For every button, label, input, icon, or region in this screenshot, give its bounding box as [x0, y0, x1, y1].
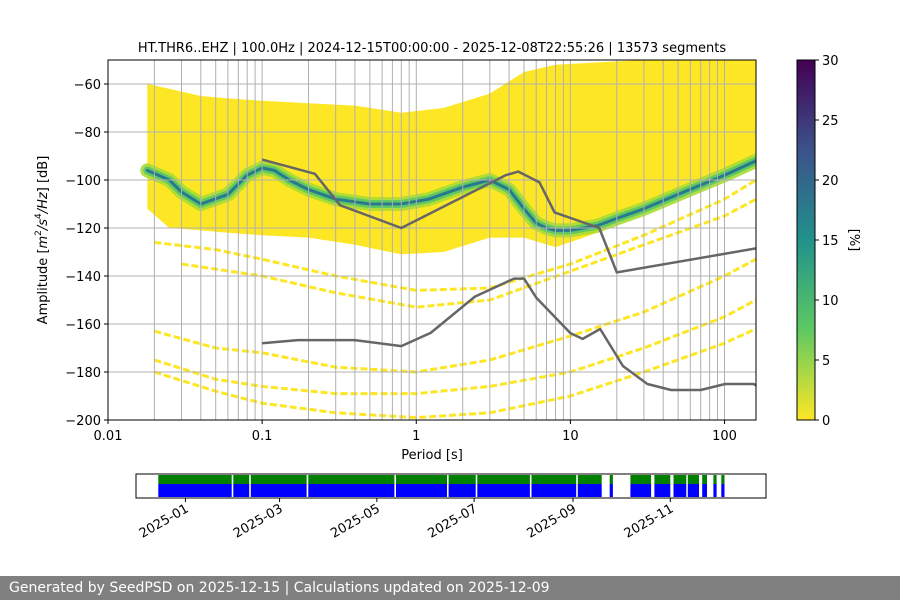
timeline-psd-bar [158, 475, 232, 484]
timeline-psd-bar [702, 475, 707, 484]
colorbar-tick-label: 25 [822, 114, 839, 129]
nhnm-curve [261, 158, 756, 274]
probability-band [154, 178, 756, 292]
timeline-psd-bar [713, 475, 717, 484]
timeline-psd-bar [673, 475, 687, 484]
timeline-data-bar [654, 484, 671, 497]
timeline-psd-bar [609, 475, 613, 484]
timeline-tick-label: 2025-09 [524, 501, 579, 541]
timeline-psd-bar [250, 475, 307, 484]
colorbar-tick-label: 5 [822, 354, 830, 369]
psd-distribution-area [147, 60, 756, 255]
plot-area: 0.01 0.1 1 10 100 −60 −80 −100 −120 −140 −160 −180… [34, 59, 757, 463]
probability-band [154, 257, 756, 374]
nlnm-curve [261, 277, 756, 392]
chart-title: HT.THR6..EHZ | 100.0Hz | 2024-12-15T00:0… [138, 41, 726, 56]
y-tick-label: −200 [65, 414, 101, 429]
timeline-data-bar [531, 484, 577, 497]
timeline-tick-label: 2025-11 [622, 501, 677, 541]
timeline-data-bar [396, 484, 447, 497]
timeline-psd-bar [448, 475, 476, 484]
footer: Generated by SeedPSD on 2025-12-15 | Cal… [0, 576, 900, 600]
timeline-psd-bar [654, 475, 671, 484]
y-tick-label: −180 [65, 366, 101, 381]
timeline-axis: 2025-01 2025-03 2025-05 2025-07 2025-09 2025-… [137, 498, 676, 542]
timeline-psd-bar [630, 475, 652, 484]
timeline-data-bar [702, 484, 707, 497]
timeline-data-bar [477, 484, 530, 497]
colorbar-tick-label: 0 [822, 414, 830, 429]
timeline-data-bar [233, 484, 250, 497]
timeline-data-bar [158, 484, 232, 497]
x-tick-label: 1 [412, 429, 420, 444]
grid [108, 60, 756, 420]
colorbar-tick-label: 15 [822, 234, 839, 249]
timeline-data-bar [448, 484, 476, 497]
x-tick-label: 100 [712, 429, 737, 444]
timeline-data-bar [687, 484, 699, 497]
timeline-psd-bar [531, 475, 577, 484]
colorbar-tick-label: 30 [822, 54, 839, 69]
x-tick-label: 0.1 [252, 429, 273, 444]
mode-curve [140, 153, 756, 238]
timeline-psd-bar [687, 475, 699, 484]
x-axis: 0.01 0.1 1 10 100 [94, 420, 737, 444]
y-axis-label: Amplitude [m2/s4/Hz] [dB] [34, 156, 51, 325]
colorbar-gradient [796, 59, 816, 421]
y-tick-label: −100 [65, 174, 101, 189]
timeline-tick-label: 2025-07 [426, 501, 481, 541]
y-tick-label: −160 [65, 318, 101, 333]
y-tick-label: −140 [65, 270, 101, 285]
colorbar-tick-label: 10 [822, 294, 839, 309]
timeline-data-bar [250, 484, 307, 497]
timeline-psd-bar [577, 475, 602, 484]
colorbar-label: [%] [846, 229, 861, 252]
timeline-tick-label: 2025-05 [328, 501, 383, 541]
timeline-data-bar [630, 484, 652, 497]
timeline-tick-label: 2025-03 [231, 501, 286, 541]
timeline-psd-bar [721, 475, 725, 484]
x-tick-label: 0.01 [94, 429, 123, 444]
plot-frame [107, 59, 757, 421]
timeline-data-bar [577, 484, 602, 497]
timeline-data-bar [673, 484, 687, 497]
timeline-bars [158, 475, 725, 497]
mode-band-core [145, 159, 756, 232]
timeline-psd-bar [396, 475, 447, 484]
timeline-data-bar [721, 484, 725, 497]
y-tick-label: −120 [65, 222, 101, 237]
y-tick-label: −60 [74, 78, 101, 93]
timeline-psd-bar [233, 475, 250, 484]
probability-band [153, 327, 756, 420]
probability-band [153, 298, 756, 396]
x-tick-label: 10 [562, 429, 579, 444]
timeline-tick-label: 2025-01 [137, 501, 192, 541]
y-tick-label: −80 [74, 126, 101, 141]
timeline-data-bar [713, 484, 717, 497]
timeline-data-bar [308, 484, 395, 497]
x-axis-label: Period [s] [401, 448, 463, 463]
timeline-psd-bar [308, 475, 395, 484]
y-axis: −60 −80 −100 −120 −140 −160 −180 −200 [65, 78, 108, 429]
timeline-psd-bar [477, 475, 530, 484]
data-availability-timeline: 2025-01 2025-03 2025-05 2025-07 2025-09 2025-… [135, 473, 767, 542]
psd-figure: HT.THR6..EHZ | 100.0Hz | 2024-12-15T00:0… [34, 41, 861, 542]
colorbar-tick-label: 20 [822, 174, 839, 189]
timeline-data-bar [609, 484, 613, 497]
colorbar: 0 5 10 15 20 25 30 [%] [796, 54, 861, 429]
colorbar-ticks: 0 5 10 15 20 25 30 [815, 54, 839, 429]
